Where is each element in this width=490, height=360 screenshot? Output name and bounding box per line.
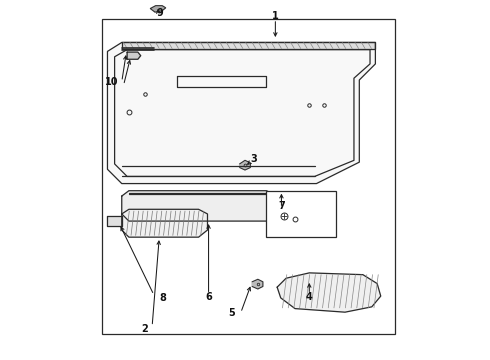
Polygon shape (122, 209, 207, 237)
Text: 10: 10 (105, 77, 119, 87)
Text: 8: 8 (159, 293, 166, 303)
Polygon shape (252, 279, 263, 289)
Text: 1: 1 (272, 12, 279, 21)
Polygon shape (122, 42, 375, 49)
Polygon shape (107, 216, 122, 226)
Text: 3: 3 (250, 154, 257, 164)
Polygon shape (127, 52, 141, 59)
Polygon shape (107, 42, 375, 184)
Polygon shape (122, 191, 277, 221)
Polygon shape (240, 160, 250, 170)
Text: 6: 6 (205, 292, 212, 302)
Text: 9: 9 (157, 8, 163, 18)
Polygon shape (150, 6, 166, 12)
Polygon shape (277, 273, 381, 312)
Bar (267, 191, 336, 237)
Text: 5: 5 (228, 308, 235, 318)
Bar (102, 19, 395, 334)
Text: 2: 2 (141, 324, 147, 334)
Text: 4: 4 (306, 292, 313, 302)
Text: 7: 7 (278, 201, 285, 211)
